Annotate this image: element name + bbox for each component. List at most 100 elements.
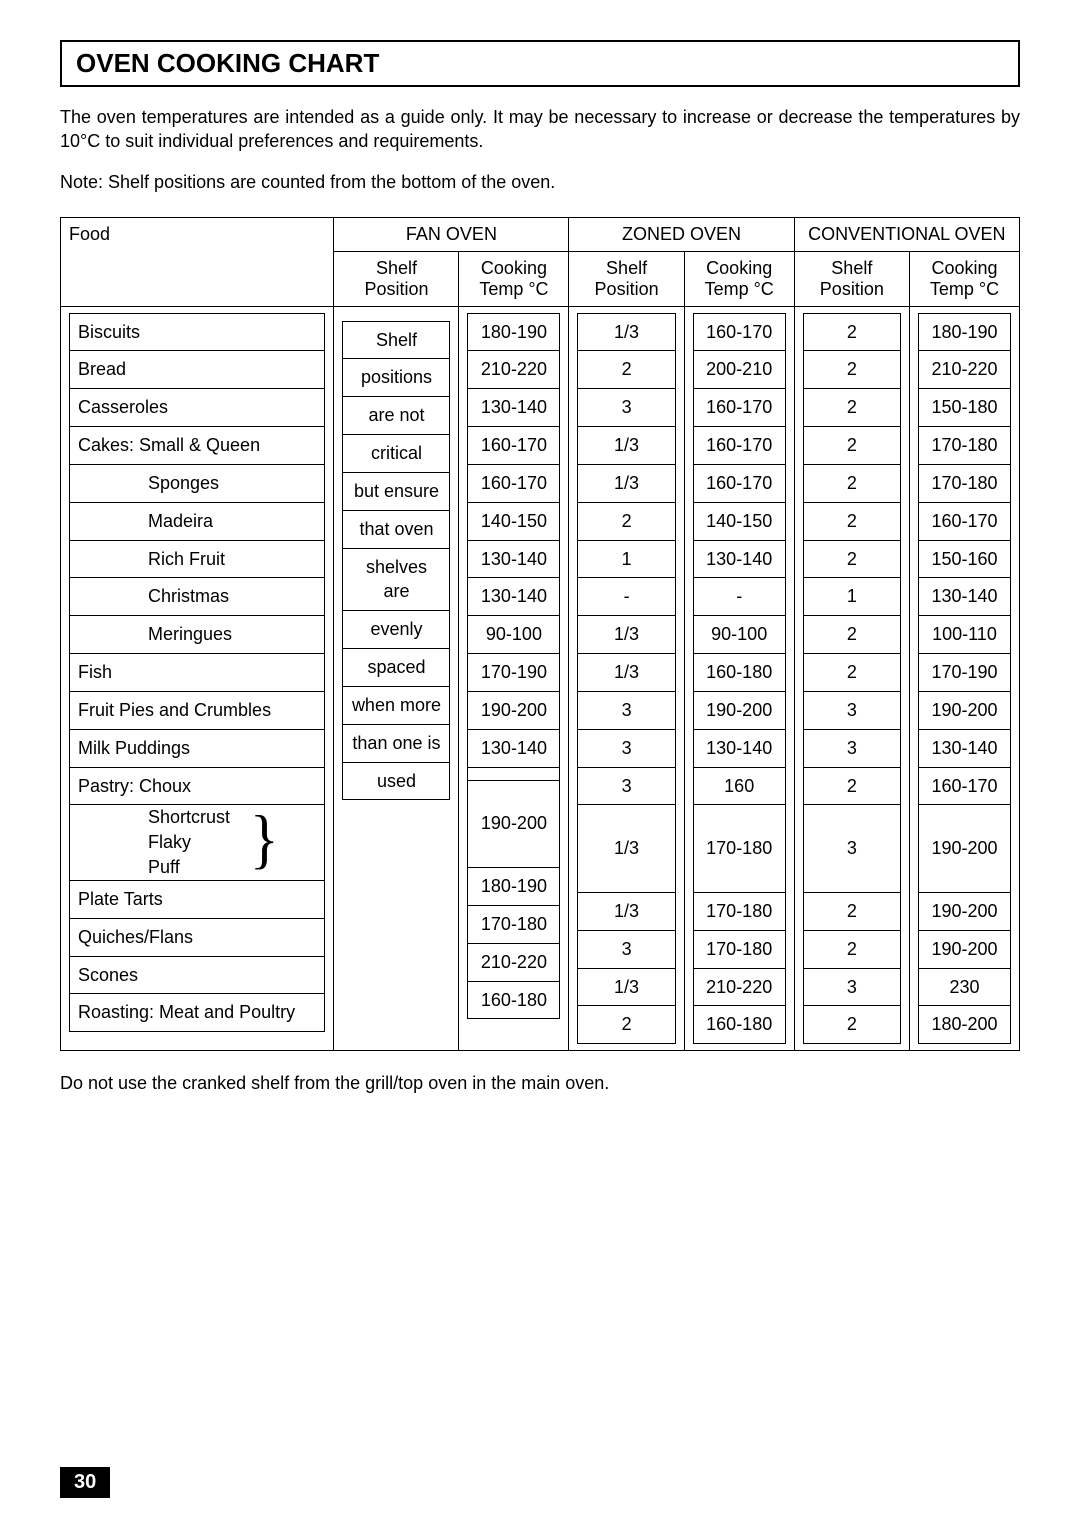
fan-shelf-text: evenly [343, 611, 450, 649]
table-cell: 180-200 [918, 1006, 1010, 1044]
section-title: OVEN COOKING CHART [76, 48, 1004, 79]
table-cell: 2 [578, 351, 675, 389]
table-cell: 1/3 [578, 805, 675, 893]
table-cell: 190-200 [693, 691, 785, 729]
table-cell: 130-140 [468, 540, 560, 578]
fan-shelf-text: spaced [343, 649, 450, 687]
table-cell: 180-190 [468, 313, 560, 351]
table-cell: 160-170 [693, 427, 785, 465]
food-label: Puff [148, 855, 250, 880]
fan-shelf-text: when more [343, 686, 450, 724]
table-cell: 2 [803, 767, 900, 805]
table-cell: 160-170 [918, 502, 1010, 540]
table-cell: - [578, 578, 675, 616]
header-conv-temp: Cooking Temp °C [909, 251, 1019, 306]
table-cell: 210-220 [918, 351, 1010, 389]
header-zoned: ZONED OVEN [569, 217, 794, 251]
fan-shelf-column: Shelfpositionsare notcriticalbut ensuret… [334, 306, 459, 1051]
fan-shelf-text: used [343, 762, 450, 800]
table-cell: 2 [803, 464, 900, 502]
food-label: Quiches/Flans [70, 918, 325, 956]
table-cell: 150-180 [918, 389, 1010, 427]
food-label: Meringues [70, 616, 325, 654]
table-cell: 160-170 [693, 464, 785, 502]
table-cell: 160-170 [693, 389, 785, 427]
table-cell: 170-180 [918, 427, 1010, 465]
table-cell: 130-140 [468, 729, 560, 767]
header-fan-shelf: Shelf Position [334, 251, 459, 306]
table-cell: 3 [578, 691, 675, 729]
table-cell: 190-200 [468, 780, 560, 868]
table-cell: 2 [803, 351, 900, 389]
table-cell: 100-110 [918, 616, 1010, 654]
conv-temp-column: 180-190210-220150-180170-180170-180160-1… [909, 306, 1019, 1051]
table-cell: 170-190 [918, 654, 1010, 692]
table-cell: 210-220 [693, 968, 785, 1006]
table-cell: 200-210 [693, 351, 785, 389]
table-cell: 130-140 [468, 578, 560, 616]
food-label: ShortcrustFlakyPuff} [70, 805, 325, 880]
table-cell: 2 [803, 930, 900, 968]
table-cell: 2 [803, 1006, 900, 1044]
table-cell: 170-180 [693, 805, 785, 893]
zoned-shelf-column: 1/3231/31/321-1/31/33331/31/331/32 [569, 306, 684, 1051]
food-label: Christmas [70, 578, 325, 616]
food-label: Scones [70, 956, 325, 994]
food-label: Pastry: Choux [70, 767, 325, 805]
table-cell: 170-180 [693, 930, 785, 968]
header-food: Food [61, 217, 334, 306]
table-cell: 160-180 [693, 1006, 785, 1044]
table-cell: 1/3 [578, 427, 675, 465]
table-cell: 160-170 [468, 464, 560, 502]
table-cell: 150-160 [918, 540, 1010, 578]
table-cell: 3 [578, 930, 675, 968]
table-cell: 1/3 [578, 616, 675, 654]
footer-note: Do not use the cranked shelf from the gr… [60, 1073, 1020, 1094]
food-label: Milk Puddings [70, 729, 325, 767]
table-cell: 190-200 [918, 892, 1010, 930]
table-cell: 180-190 [918, 313, 1010, 351]
food-label: Fish [70, 654, 325, 692]
table-cell: 1/3 [578, 654, 675, 692]
intro-paragraph: The oven temperatures are intended as a … [60, 105, 1020, 154]
food-column: BiscuitsBreadCasserolesCakes: Small & Qu… [61, 306, 334, 1051]
table-cell: 140-150 [693, 502, 785, 540]
table-cell: 190-200 [918, 691, 1010, 729]
header-conv: CONVENTIONAL OVEN [794, 217, 1019, 251]
table-cell: 1 [803, 578, 900, 616]
food-label: Cakes: Small & Queen [70, 427, 325, 465]
food-label: Plate Tarts [70, 880, 325, 918]
cooking-chart-table: Food FAN OVEN ZONED OVEN CONVENTIONAL OV… [60, 217, 1020, 1052]
table-cell: 140-150 [468, 502, 560, 540]
table-cell: 160-170 [468, 427, 560, 465]
fan-temp-column: 180-190210-220130-140160-170160-170140-1… [459, 306, 569, 1051]
fan-shelf-text: shelves are [343, 548, 450, 611]
table-cell: 2 [803, 502, 900, 540]
food-label: Casseroles [70, 389, 325, 427]
table-cell: 210-220 [468, 943, 560, 981]
food-label: Fruit Pies and Crumbles [70, 691, 325, 729]
fan-shelf-text: positions [343, 359, 450, 397]
fan-shelf-text: Shelf [343, 321, 450, 359]
food-label: Sponges [70, 464, 325, 502]
table-cell: 170-180 [918, 464, 1010, 502]
fan-shelf-text: critical [343, 435, 450, 473]
table-cell: 3 [803, 968, 900, 1006]
table-cell: 160-170 [693, 313, 785, 351]
food-label: Shortcrust [148, 805, 250, 830]
table-cell: 190-200 [468, 691, 560, 729]
table-cell: 130-140 [693, 729, 785, 767]
table-cell: 130-140 [468, 389, 560, 427]
table-cell: 160-170 [918, 767, 1010, 805]
table-cell: 1/3 [578, 892, 675, 930]
table-cell: 170-180 [468, 905, 560, 943]
food-label: Bread [70, 351, 325, 389]
conv-shelf-column: 222222212233232232 [794, 306, 909, 1051]
table-cell: 90-100 [468, 616, 560, 654]
table-cell: 190-200 [918, 805, 1010, 893]
table-cell: 3 [803, 805, 900, 893]
header-fan-temp: Cooking Temp °C [459, 251, 569, 306]
food-label: Roasting: Meat and Poultry [70, 994, 325, 1032]
header-zoned-temp: Cooking Temp °C [684, 251, 794, 306]
food-label: Flaky [148, 830, 250, 855]
